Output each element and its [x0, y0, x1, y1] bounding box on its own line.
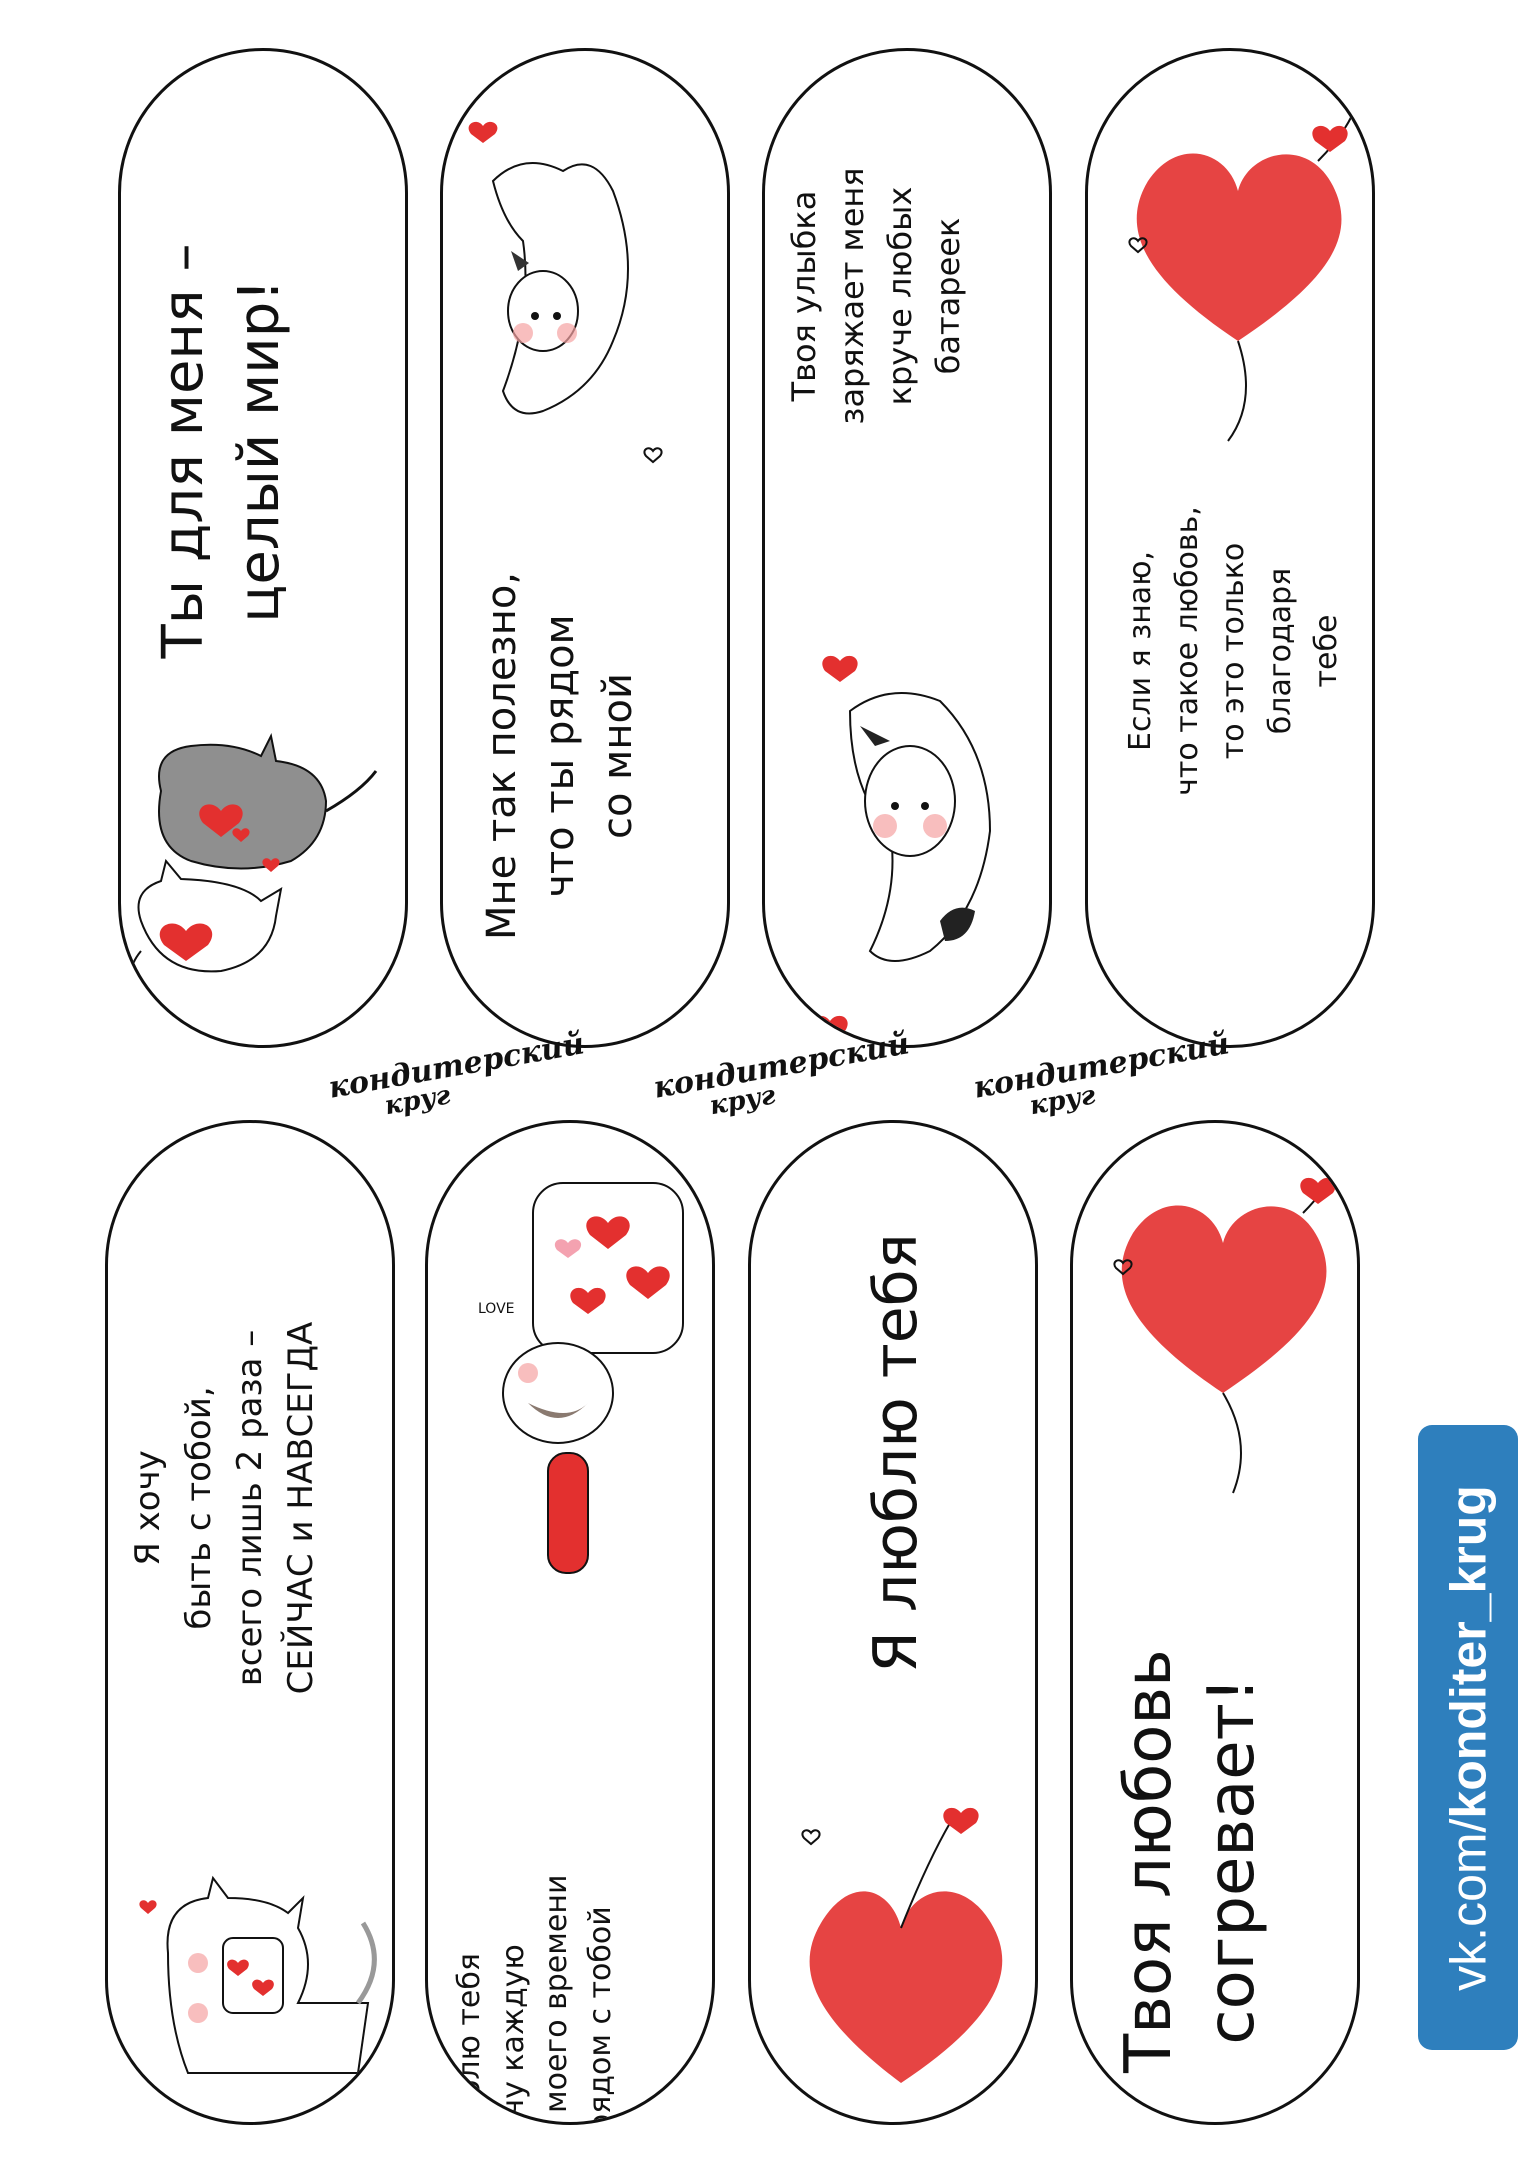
jar-love-letters: LOVE	[478, 1301, 515, 1317]
brand-logo: кондитерский круг	[651, 1026, 912, 1128]
heart-balloon-illustration	[801, 1807, 1003, 2083]
card-i-love-you: Я люблю тебя	[748, 1120, 1038, 2125]
card-warms: Твоя любовь согревает!	[1070, 1120, 1360, 2125]
card-text: Твоя любовь согревает!	[1112, 1649, 1270, 2073]
jar-love-illustration: LOVE	[478, 1182, 684, 1574]
card-every-second: Я люблю тебя и хочу каждую секунду моего…	[425, 1120, 715, 2125]
cat-stretch-illustration	[468, 121, 663, 464]
brand-logo: кондитерский круг	[971, 1026, 1232, 1128]
vk-handle: konditer_krug	[1440, 1484, 1497, 1819]
heart-balloon-illustration	[1128, 100, 1359, 442]
heart-balloon-illustration	[1113, 1162, 1339, 1494]
brand-logo: кондитерский круг	[326, 1026, 587, 1128]
card-text: Я люблю тебя и хочу каждую секунду моего…	[452, 1874, 618, 2125]
vk-link-text[interactable]: vk.com/konditer_krug	[1419, 1425, 1519, 2050]
card-text: Я люблю тебя	[861, 1233, 931, 1673]
cat-stretch-illustration	[812, 655, 992, 1042]
card-text: Я хочу быть с тобой, всего лишь 2 раза –…	[128, 1321, 321, 1695]
card-world: Ты для меня – целый мир!	[118, 48, 408, 1048]
card-now-forever: Я хочу быть с тобой, всего лишь 2 раза –…	[105, 1120, 395, 2125]
card-useful: Мне так полезно, что ты рядом со мной	[440, 48, 730, 1048]
vk-link-banner[interactable]: vk.com/konditer_krug	[1418, 1425, 1518, 2050]
card-smile: Твоя улыбка заряжает меня круче любых ба…	[762, 48, 1052, 1048]
card-what-is-love: Если я знаю, что такое любовь, то это то…	[1085, 48, 1375, 1048]
cat-jar-illustration	[139, 1875, 377, 2074]
vk-domain: vk.com/	[1440, 1818, 1497, 1991]
cats-pair-illustration	[129, 732, 378, 1012]
card-text: Твоя улыбка заряжает меня круче любых ба…	[785, 167, 967, 425]
